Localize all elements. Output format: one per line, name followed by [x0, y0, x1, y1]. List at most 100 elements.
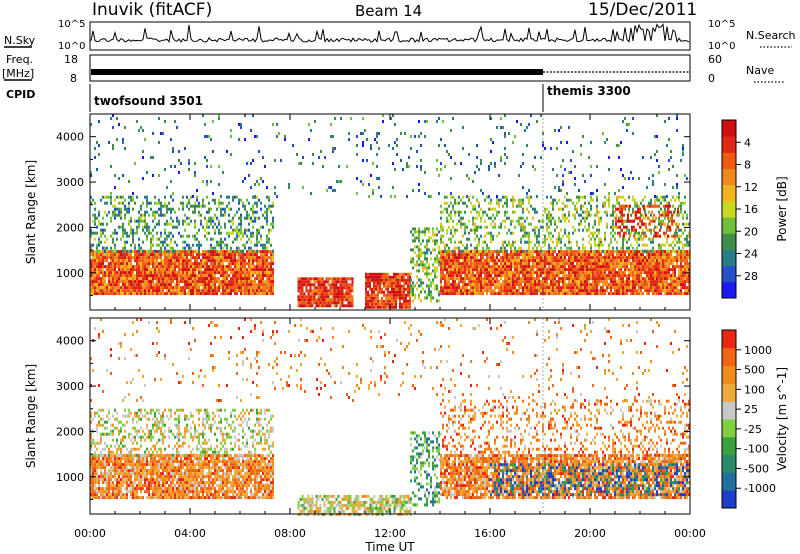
data-cell	[375, 293, 377, 297]
data-cell	[230, 219, 232, 223]
data-cell	[674, 268, 676, 272]
data-cell	[152, 219, 154, 223]
data-cell	[520, 268, 522, 272]
data-cell	[646, 283, 648, 287]
data-cell	[196, 237, 198, 241]
data-cell	[458, 292, 460, 296]
data-cell	[240, 222, 242, 226]
data-cell	[321, 283, 324, 287]
data-cell	[220, 259, 222, 263]
data-cell	[580, 283, 582, 287]
data-cell	[146, 268, 148, 272]
data-cell	[634, 289, 636, 293]
data-cell	[90, 280, 92, 284]
data-cell	[204, 262, 206, 266]
data-cell	[566, 289, 568, 293]
data-cell	[544, 268, 546, 272]
data-cell	[214, 198, 216, 202]
data-cell	[246, 228, 248, 232]
data-cell	[536, 286, 538, 290]
data-cell	[538, 234, 540, 238]
data-cell	[646, 253, 648, 257]
data-cell	[560, 246, 562, 250]
data-cell	[436, 257, 438, 261]
data-cell	[458, 250, 460, 254]
data-cell	[240, 292, 242, 296]
data-cell	[558, 280, 560, 284]
data-cell	[624, 262, 626, 266]
data-cell	[128, 204, 130, 208]
data-cell	[416, 260, 418, 264]
data-cell	[530, 274, 532, 278]
data-cell	[626, 283, 628, 287]
data-cell	[160, 207, 162, 211]
data-cell	[401, 275, 403, 279]
data-cell	[472, 195, 474, 199]
data-cell	[238, 289, 240, 293]
data-cell	[244, 283, 246, 287]
data-cell	[252, 259, 254, 263]
data-cell	[430, 299, 432, 303]
data-cell	[128, 280, 130, 284]
data-cell	[307, 295, 310, 299]
data-cell	[266, 253, 268, 257]
data-cell	[576, 271, 578, 275]
data-cell	[550, 256, 552, 260]
data-cell	[196, 256, 198, 260]
data-cell	[432, 239, 434, 243]
data-cell	[108, 277, 110, 281]
data-cell	[552, 280, 554, 284]
data-cell	[258, 259, 260, 263]
data-cell	[240, 213, 242, 217]
data-cell	[194, 204, 196, 208]
data-cell	[454, 271, 456, 275]
data-cell	[558, 289, 560, 293]
data-cell	[122, 259, 124, 263]
data-cell	[602, 271, 604, 275]
data-cell	[365, 278, 367, 282]
data-cell	[254, 271, 256, 275]
data-cell	[606, 265, 608, 269]
data-cell	[224, 289, 226, 293]
data-cell	[180, 250, 182, 254]
data-cell	[329, 304, 332, 308]
data-cell	[484, 283, 486, 287]
data-cell	[130, 271, 132, 275]
data-cell	[576, 277, 578, 281]
data-cell	[638, 271, 640, 275]
data-cell	[476, 280, 478, 284]
data-cell	[636, 289, 638, 293]
data-cell	[190, 253, 192, 257]
data-cell	[530, 222, 532, 226]
data-cell	[176, 262, 178, 266]
data-cell	[472, 207, 474, 211]
data-cell	[391, 284, 393, 288]
data-cell	[526, 249, 528, 253]
data-cell	[534, 243, 536, 247]
data-cell	[246, 240, 248, 244]
data-cell	[94, 277, 96, 281]
data-cell	[562, 256, 564, 260]
data-cell	[252, 268, 254, 272]
data-cell	[680, 283, 682, 287]
data-cell	[482, 246, 484, 250]
data-cell	[614, 283, 616, 287]
data-cell	[506, 265, 508, 269]
data-cell	[654, 265, 656, 269]
data-cell	[652, 259, 654, 263]
data-cell	[624, 250, 626, 254]
data-cell	[544, 207, 546, 211]
data-cell	[518, 250, 520, 254]
data-cell	[436, 233, 438, 237]
data-cell	[297, 298, 300, 302]
data-cell	[650, 277, 652, 281]
data-cell	[188, 286, 190, 290]
data-cell	[118, 201, 120, 205]
data-cell	[564, 271, 566, 275]
data-cell	[536, 240, 538, 244]
data-cell	[512, 274, 514, 278]
data-cell	[170, 280, 172, 284]
data-cell	[184, 277, 186, 281]
data-cell	[444, 195, 446, 199]
data-cell	[240, 256, 242, 260]
